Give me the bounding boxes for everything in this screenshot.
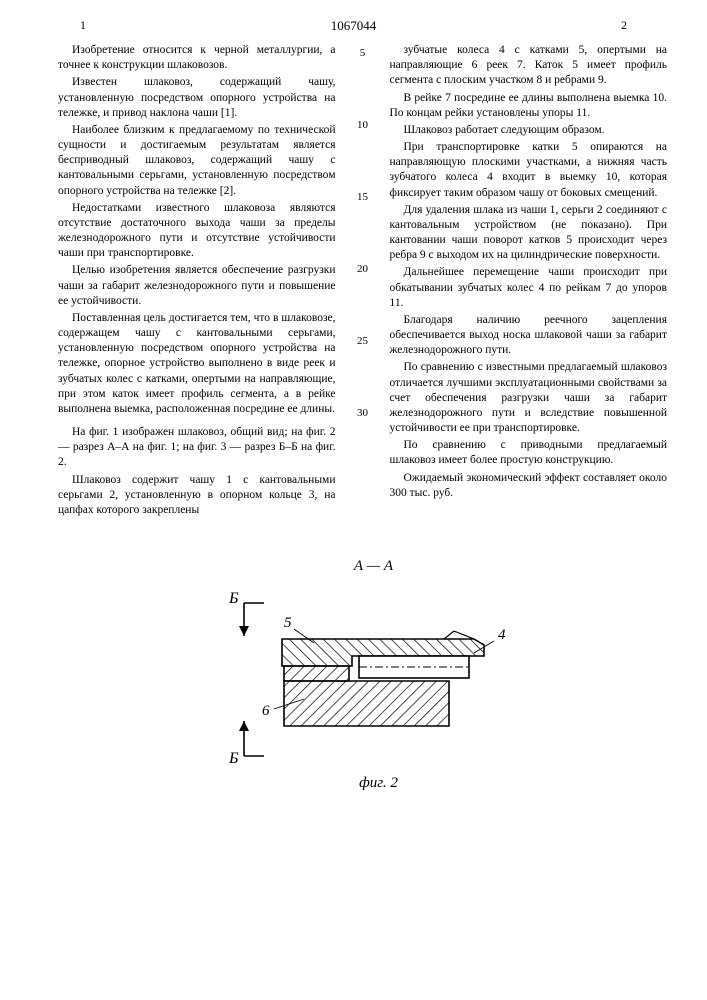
patent-number: 1067044 [331,18,377,34]
para: Поставленная цель достигается тем, что в… [58,311,336,417]
line-num: 30 [354,407,372,479]
para: Шлаковоз работает следующим образом. [390,123,668,138]
figure-caption: фиг. 2 [359,775,398,792]
para: Дальнейшее перемещение чаши происходит п… [390,265,668,311]
figure-svg: Б Б 5 4 [174,581,534,771]
line-num: 25 [354,335,372,407]
para: Недостатками известного шлаковоза являют… [58,201,336,262]
line-number-gutter: 5 10 15 20 25 30 [354,43,372,520]
para: Известен шлаковоз, содержащий чашу, уста… [58,75,336,121]
para: При транспортировке катки 5 опираются на… [390,140,668,201]
para: Для удаления шлака из чаши 1, серьги 2 с… [390,203,668,264]
label-b-bot: Б [228,750,239,767]
para: Шлаковоз содержит чашу 1 с кантовальными… [58,473,336,519]
cross-section [282,631,484,726]
line-num: 15 [354,191,372,263]
label-b-top: Б [228,590,239,607]
column-left: Изобретение относится к черной металлург… [58,43,336,520]
page-num-left: 1 [80,18,86,33]
line-num: 20 [354,263,372,335]
text-content: Изобретение относится к черной металлург… [0,33,707,520]
column-right: зубчатые колеса 4 с катками 5, опертыми … [390,43,668,520]
para: На фиг. 1 изображен шлаковоз, общий вид;… [58,425,336,471]
line-num: 5 [354,47,372,119]
para: По сравнению с известными предлагаемый ш… [390,360,668,436]
label-6: 6 [262,703,270,719]
para: Целью изобретения является обеспечение р… [58,263,336,309]
para: В рейке 7 посредине ее длины выполнена в… [390,91,668,121]
para: Изобретение относится к черной металлург… [58,43,336,73]
para: Благодаря наличию реечного зацепления об… [390,313,668,359]
section-b-markers: Б Б [228,590,264,767]
section-label: А — А [354,558,393,575]
label-5: 5 [284,615,292,631]
label-4: 4 [498,627,506,643]
para: По сравнению с приводными предлагаемый ш… [390,438,668,468]
para: Наиболее близким к предлагаемому по техн… [58,123,336,199]
figure-block: А — А Б Б [0,558,707,792]
page-num-right: 2 [621,18,627,33]
para: Ожидаемый экономический эффект составляе… [390,471,668,501]
para: зубчатые колеса 4 с катками 5, опертыми … [390,43,668,89]
line-num: 10 [354,119,372,191]
